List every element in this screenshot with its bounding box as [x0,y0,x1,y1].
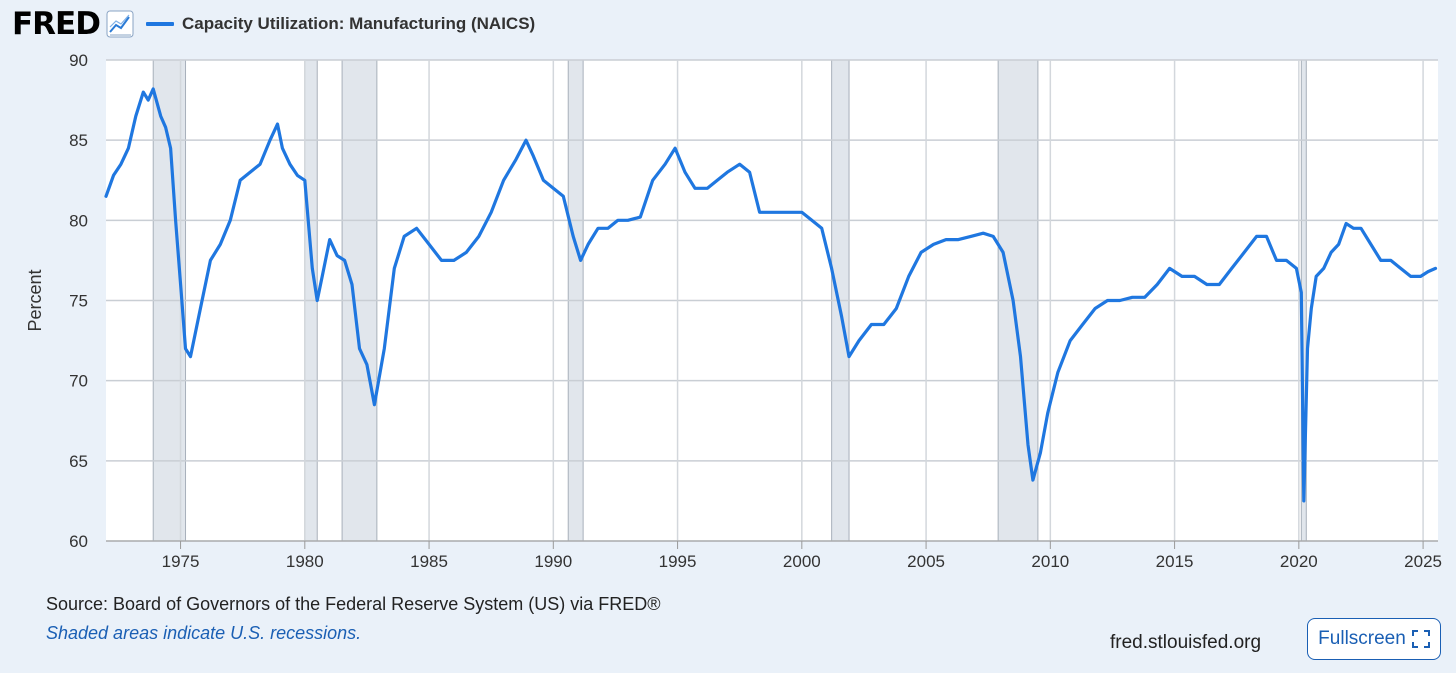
line-chart-icon [106,10,134,38]
legend: Capacity Utilization: Manufacturing (NAI… [145,14,536,34]
expand-icon [1411,630,1430,648]
x-tick-label: 2020 [1280,552,1318,571]
source-text: Source: Board of Governors of the Federa… [46,594,661,614]
series-line [104,87,1438,503]
y-tick-label: 65 [69,452,88,471]
fred-logo[interactable]: FRED [12,6,101,42]
y-tick-label: 75 [69,292,88,311]
x-tick-label: 1995 [659,552,697,571]
recession-note: Shaded areas indicate U.S. recessions. [46,623,362,643]
y-tick-label: 70 [69,372,88,391]
x-tick-label: 2015 [1156,552,1194,571]
x-tick-label: 2010 [1031,552,1069,571]
x-tick-label: 1975 [162,552,200,571]
x-tick-label: 1990 [534,552,572,571]
y-tick-label: 60 [69,532,88,551]
chart[interactable]: 60 65 70 75 80 85 90 1975 1980 1985 1990 1995 2000 20… [0,0,1456,590]
y-axis-label: Percent [25,269,45,331]
x-tick-label: 2005 [907,552,945,571]
legend-swatch [145,22,174,26]
x-tick-label: 1985 [410,552,448,571]
x-tick-label: 2025 [1404,552,1442,571]
y-tick-label: 85 [69,131,88,150]
y-tick-label: 90 [69,51,88,70]
fullscreen-button[interactable]: Fullscreen [1307,618,1441,660]
fullscreen-label: Fullscreen [1318,628,1406,649]
x-tick-label: 2000 [783,552,821,571]
site-link[interactable]: fred.stlouisfed.org [1110,632,1262,653]
y-tick-label: 80 [69,211,88,230]
chart-header: FRED Capacity Utilization: Manufacturing… [12,6,535,42]
x-tick-label: 1980 [286,552,324,571]
legend-series-label[interactable]: Capacity Utilization: Manufacturing (NAI… [181,14,536,33]
